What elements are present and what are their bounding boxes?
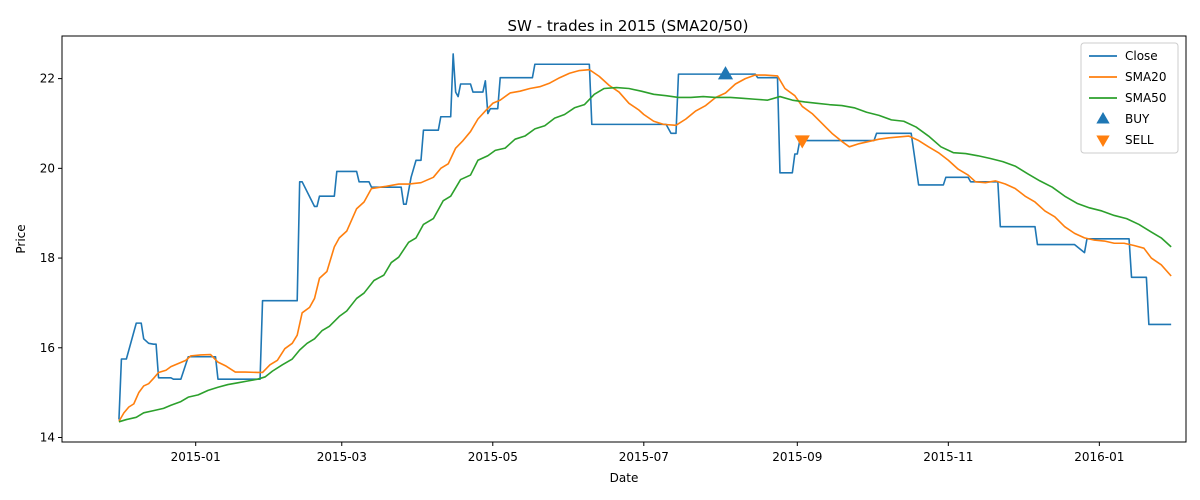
series-line-sma20: [118, 68, 1172, 422]
y-axis-label: Price: [14, 224, 28, 253]
series-line-sma50: [118, 86, 1172, 423]
y-tick-label: 14: [40, 431, 55, 445]
series-layer: [118, 53, 1172, 423]
legend-label-sma20: SMA20: [1125, 70, 1166, 84]
x-tick-label: 2015-05: [468, 450, 518, 464]
legend-swatch-buy: [1096, 112, 1110, 124]
plot-area: [62, 36, 1186, 442]
x-axis: 2015-01 2015-03 2015-05 2015-07 2015-09 2015-…: [171, 442, 1124, 464]
marker-buy: [717, 66, 734, 80]
series-line-close: [118, 53, 1172, 420]
y-tick-label: 20: [40, 161, 55, 175]
x-axis-label: Date: [610, 471, 639, 485]
x-tick-label: 2015-03: [317, 450, 367, 464]
y-tick-label: 16: [40, 341, 55, 355]
chart-title: SW - trades in 2015 (SMA20/50): [508, 17, 749, 35]
x-tick-label: 2015-07: [619, 450, 669, 464]
legend-label-sma50: SMA50: [1125, 91, 1166, 105]
legend-label-sell: SELL: [1125, 133, 1154, 147]
plot-frame: [61, 35, 1187, 443]
legend-label-close: Close: [1125, 49, 1158, 63]
y-tick-label: 22: [40, 72, 55, 86]
x-tick-label: 2015-11: [923, 450, 973, 464]
legend-swatch-sell: [1096, 135, 1110, 147]
marker-sell: [794, 135, 810, 149]
legend-label-buy: BUY: [1125, 112, 1150, 126]
x-tick-label: 2016-01: [1074, 450, 1124, 464]
x-tick-label: 2015-01: [171, 450, 221, 464]
y-tick-label: 18: [40, 251, 55, 265]
marker-layer: [717, 66, 810, 149]
legend: Close SMA20 SMA50 BUY SELL: [1080, 42, 1179, 154]
y-axis: 14 16 18 20 22: [40, 72, 62, 445]
x-tick-label: 2015-09: [772, 450, 822, 464]
legend-frame: [1080, 42, 1179, 154]
